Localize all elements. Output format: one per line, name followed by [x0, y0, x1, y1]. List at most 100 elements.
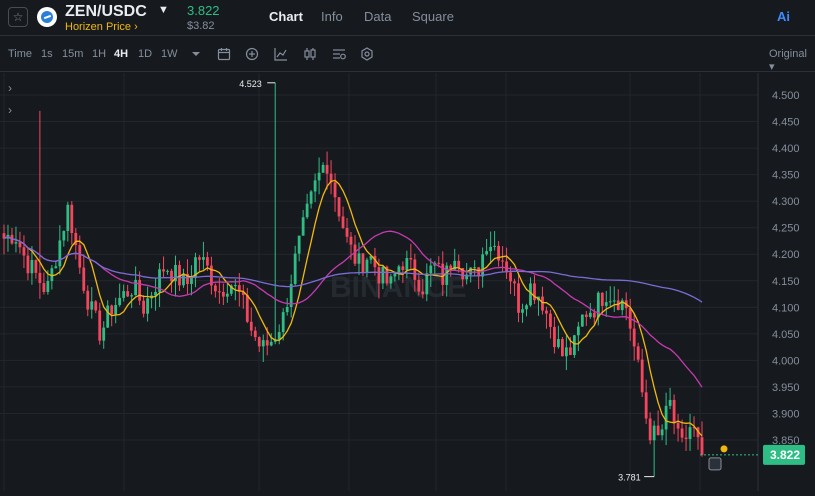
- last-price-badge: [763, 444, 805, 465]
- candle-body: [517, 283, 520, 313]
- price-chart[interactable]: › › BINANCE 4.500 4.450 4.400 4.350 4.300 4.2…: [0, 73, 815, 491]
- candle-body: [313, 180, 317, 192]
- ma-short-line: [3, 179, 703, 437]
- candle-body: [94, 301, 98, 311]
- timeframe-dropdown-icon[interactable]: [189, 47, 203, 61]
- candle-body: [42, 283, 46, 292]
- candle-body: [592, 312, 596, 318]
- chart-toolbar: Time 1s 15m 1H 4H 1D 1W Original: [0, 37, 815, 73]
- y-tick-label: 4.400: [772, 143, 800, 155]
- tab-data[interactable]: Data: [364, 9, 392, 24]
- candle-body: [604, 302, 608, 306]
- timeframe-1h[interactable]: 1H: [92, 48, 107, 60]
- candle-body: [186, 273, 189, 285]
- candle-body: [190, 277, 193, 285]
- gear-icon[interactable]: [360, 47, 374, 61]
- candle-body: [572, 335, 576, 356]
- candle-body: [465, 274, 469, 280]
- candle-body: [293, 253, 297, 284]
- candle-body: [289, 283, 293, 308]
- candle-body: [381, 266, 385, 284]
- candle-body: [469, 267, 473, 275]
- candle-body: [636, 346, 640, 360]
- tab-square[interactable]: Square: [412, 9, 454, 24]
- pair-symbol[interactable]: ZEN/USDC: [65, 3, 147, 20]
- candle-body: [485, 251, 489, 255]
- candle-body: [166, 270, 169, 272]
- line-chart-icon[interactable]: [274, 47, 288, 61]
- candle-body: [576, 326, 580, 336]
- timeframe-15m[interactable]: 15m: [62, 48, 84, 60]
- ai-assistant-button[interactable]: Ai: [777, 9, 790, 24]
- candle-body: [241, 291, 245, 295]
- ma-long-line: [3, 235, 703, 303]
- timeframe-1w[interactable]: 1W: [161, 48, 178, 60]
- timeframe-time[interactable]: Time: [8, 48, 33, 60]
- candle-body: [18, 242, 22, 248]
- candle-body: [640, 359, 644, 393]
- candle-body: [114, 304, 118, 315]
- candle-body: [525, 305, 528, 310]
- expand-panel-icon[interactable]: ›: [8, 103, 12, 117]
- last-price-badge-label: 3.822: [770, 448, 800, 462]
- pair-name-link[interactable]: Horizen Price ›: [65, 21, 138, 33]
- candle-body: [102, 327, 106, 341]
- tab-info[interactable]: Info: [321, 9, 343, 24]
- candle-body: [217, 291, 221, 293]
- timeframe-1d[interactable]: 1D: [138, 48, 153, 60]
- calendar-icon[interactable]: [217, 47, 231, 61]
- candle-body: [58, 240, 62, 267]
- add-indicator-icon[interactable]: [245, 47, 259, 61]
- candle-body: [521, 309, 524, 313]
- candle-body: [317, 172, 321, 181]
- candle-body: [126, 291, 130, 297]
- candle-body: [261, 340, 265, 347]
- candle-body: [449, 265, 453, 270]
- candle-body: [644, 392, 648, 419]
- candle-type-icon[interactable]: [303, 47, 317, 61]
- candle-body: [341, 216, 345, 228]
- tab-chart[interactable]: Chart: [269, 9, 303, 24]
- pair-name-label[interactable]: Horizen Price: [65, 21, 132, 33]
- candle-body: [529, 283, 532, 306]
- y-tick-label: 4.500: [772, 90, 800, 102]
- candle-body: [146, 298, 149, 314]
- candle-body: [138, 279, 142, 301]
- candle-body: [2, 233, 6, 239]
- y-tick-label: 4.150: [772, 276, 800, 288]
- candle-body: [497, 245, 500, 261]
- candle-body: [225, 293, 229, 297]
- candle-body: [46, 281, 50, 292]
- candle-body: [401, 266, 405, 271]
- candle-body: [210, 265, 213, 286]
- candle-body: [50, 268, 54, 282]
- candle-body: [672, 399, 676, 423]
- candle-body: [66, 204, 70, 231]
- candle-body: [229, 285, 233, 294]
- candle-body: [170, 270, 173, 282]
- settings-list-icon[interactable]: [332, 47, 346, 61]
- view-mode-label[interactable]: Original: [769, 48, 807, 60]
- candle-body: [297, 235, 301, 254]
- view-mode-select[interactable]: Original ▾: [769, 48, 807, 73]
- candle-body: [353, 244, 357, 264]
- candle-body: [541, 296, 544, 311]
- candle-body: [700, 437, 704, 455]
- timeframe-1s[interactable]: 1s: [41, 48, 53, 60]
- candle-body: [22, 247, 26, 256]
- candle-body: [174, 264, 177, 282]
- expand-indicators-icon[interactable]: ›: [8, 81, 12, 95]
- candle-body: [178, 264, 181, 286]
- candle-body: [237, 285, 241, 292]
- candle-body: [34, 260, 38, 273]
- candle-body: [377, 267, 381, 284]
- timeframe-4h[interactable]: 4H: [114, 48, 129, 60]
- candle-body: [54, 266, 58, 269]
- candle-body: [632, 328, 636, 347]
- candlestick-chart[interactable]: BINANCE 4.5004.4504.4004.3504.3004.2504.…: [0, 73, 815, 491]
- pair-name-suffix[interactable]: ›: [134, 21, 138, 33]
- order-note-icon[interactable]: [708, 457, 722, 471]
- y-tick-label: 4.350: [772, 170, 800, 182]
- favorite-star-icon[interactable]: ☆: [8, 7, 28, 27]
- pair-dropdown-icon[interactable]: ▼: [158, 4, 169, 16]
